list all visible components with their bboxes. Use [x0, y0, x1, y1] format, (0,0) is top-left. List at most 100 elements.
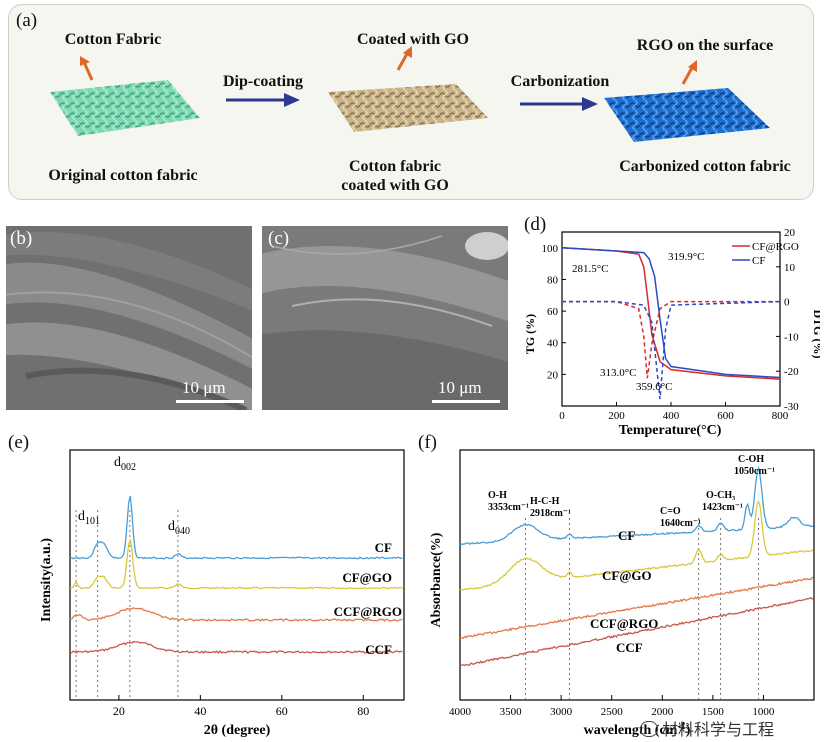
peak-d101: d101 — [78, 509, 100, 527]
ftir-ylabel: Absorbance(%) — [429, 532, 444, 627]
orange-arrow-icon — [80, 56, 94, 81]
band-oh-name: O-H — [488, 490, 507, 501]
xrd-xlabel: 2θ (degree) — [204, 723, 271, 738]
xrd-ylabel: Intensity(a.u.) — [39, 538, 54, 622]
sem-image-c — [262, 226, 508, 410]
ftir-series-ccf: CCF — [616, 640, 643, 655]
coated-fabric-image — [328, 84, 488, 132]
xrd-ccfrgo-line — [69, 607, 403, 622]
dtg-ytick-label: -30 — [784, 401, 799, 413]
xrd-xtick-label: 40 — [194, 704, 206, 718]
legend-cf: CF — [752, 255, 765, 267]
xrd-series-cf: CF — [375, 540, 392, 555]
band-och3-wn: 1423cm⁻¹ — [702, 502, 743, 513]
scale-label-b: 10 μm — [182, 378, 226, 397]
wechat-icon — [640, 721, 658, 737]
tg-xtick-label: 600 — [717, 410, 734, 422]
ftir-xtick-label: 2000 — [651, 706, 674, 718]
cf-tg-line — [561, 247, 781, 379]
cfrgo-dtg-line — [562, 300, 780, 379]
band-hch-name: H-C-H — [530, 496, 560, 507]
dip-coating-label: Dip-coating — [223, 73, 303, 90]
panel-c-label: (c) — [268, 228, 290, 249]
watermark: 材料科学与工程 — [640, 716, 774, 740]
xrd-ccf-line — [70, 640, 403, 654]
panel-f-label: (f) — [418, 432, 437, 453]
legend-cfrgo: CF@RGO — [752, 241, 799, 253]
annotation-319: 319.9°C — [668, 251, 705, 263]
tg-xtick-label: 800 — [772, 410, 789, 422]
tg-ytick-label: 60 — [547, 306, 559, 318]
ftir-xtick-label: 4000 — [449, 706, 472, 718]
carbonization-label: Carbonization — [510, 73, 610, 90]
ftir-xtick-label: 3500 — [500, 706, 523, 718]
xrd-xtick-label: 60 — [276, 704, 288, 718]
panel-e-label: (e) — [8, 432, 30, 453]
panel-a-label: (a) — [16, 10, 38, 31]
band-coh-name: C-OH — [738, 454, 764, 465]
ftir-xtick-label: 1000 — [752, 706, 775, 718]
xrd-xtick-label: 20 — [113, 704, 125, 718]
sem-image-b — [6, 226, 252, 410]
band-co-wn: 1640cm⁻¹ — [660, 518, 701, 529]
ftir-plot-frame — [459, 449, 815, 701]
panel-a-illustration — [50, 46, 770, 142]
xrd-cf-line — [69, 495, 403, 560]
annotation-313: 313.0°C — [600, 367, 637, 379]
tg-ytick-label: 100 — [542, 243, 559, 255]
dtg-ytick-label: -20 — [784, 366, 799, 378]
scale-bar-c — [432, 400, 500, 403]
carbonized-fabric-image — [604, 88, 770, 142]
stage1-top-label: Cotton Fabric — [64, 31, 162, 48]
scale-bar-b — [176, 400, 244, 403]
dtg-ytick-label: 10 — [784, 262, 796, 274]
dtg-ytick-label: -10 — [784, 331, 799, 343]
process-arrow-icon — [520, 97, 598, 111]
stage2-top-label: Coated with GO — [357, 31, 469, 48]
tg-xtick-label: 200 — [608, 410, 625, 422]
xrd-series-ccfrgo: CCF@RGO — [334, 604, 402, 619]
original-fabric-image — [50, 80, 200, 136]
peak-d002: d002 — [114, 455, 136, 473]
tg-xtick-label: 0 — [559, 410, 565, 422]
tg-ytick-label: 40 — [547, 338, 559, 350]
xrd-series-ccf: CCF — [365, 642, 392, 657]
tg-ytick-label: 20 — [547, 369, 559, 381]
band-coh-wn: 1050cm⁻¹ — [734, 466, 775, 477]
xrd-plot-frame — [69, 449, 405, 701]
xrd-cfgo-line — [70, 537, 403, 590]
band-hch-wn: 2918cm⁻¹ — [530, 508, 571, 519]
ftir-series-ccfrgo: CCF@RGO — [590, 616, 658, 631]
tg-ytick-label: 80 — [547, 274, 559, 286]
ftir-ccf-line — [459, 596, 814, 667]
band-och3-name: O-CH₃ — [706, 490, 735, 501]
stage2-bottom-line2: coated with GO — [341, 177, 449, 194]
annotation-359: 359.6°C — [636, 381, 673, 393]
xrd-xtick-label: 80 — [357, 704, 369, 718]
ftir-series-cf: CF — [618, 528, 635, 543]
panel-d-label: (d) — [524, 214, 547, 235]
stage1-bottom-label: Original cotton fabric — [48, 167, 198, 184]
orange-arrow-icon — [396, 46, 412, 71]
orange-arrow-icon — [681, 60, 697, 85]
ftir-xtick-label: 1500 — [702, 706, 725, 718]
dtg-ylabel: DTG (%) — [811, 310, 820, 359]
band-co-name: C=O — [660, 506, 681, 517]
ftir-cfgo-line — [459, 500, 814, 591]
peak-d040: d040 — [168, 519, 190, 537]
stage3-top-label: RGO on the surface — [636, 37, 774, 54]
dtg-ytick-label: 0 — [784, 297, 790, 309]
xrd-series-cfgo: CF@GO — [342, 570, 392, 585]
process-arrow-icon — [226, 93, 300, 107]
stage3-bottom-label: Carbonized cotton fabric — [619, 158, 791, 175]
tg-xlabel: Temperature(°C) — [619, 423, 722, 438]
scale-label-c: 10 μm — [438, 378, 482, 397]
panel-b-label: (b) — [10, 228, 33, 249]
cf-dtg-line — [562, 300, 781, 400]
annotation-281: 281.5°C — [572, 263, 609, 275]
xrd-chart: 20 40 60 80 d101 d002 d040 CF CF@GO CCF@RGO… — [39, 449, 405, 738]
ftir-xtick-label: 2500 — [601, 706, 624, 718]
tg-xtick-label: 400 — [663, 410, 680, 422]
ftir-ccfrgo-line — [459, 576, 814, 640]
